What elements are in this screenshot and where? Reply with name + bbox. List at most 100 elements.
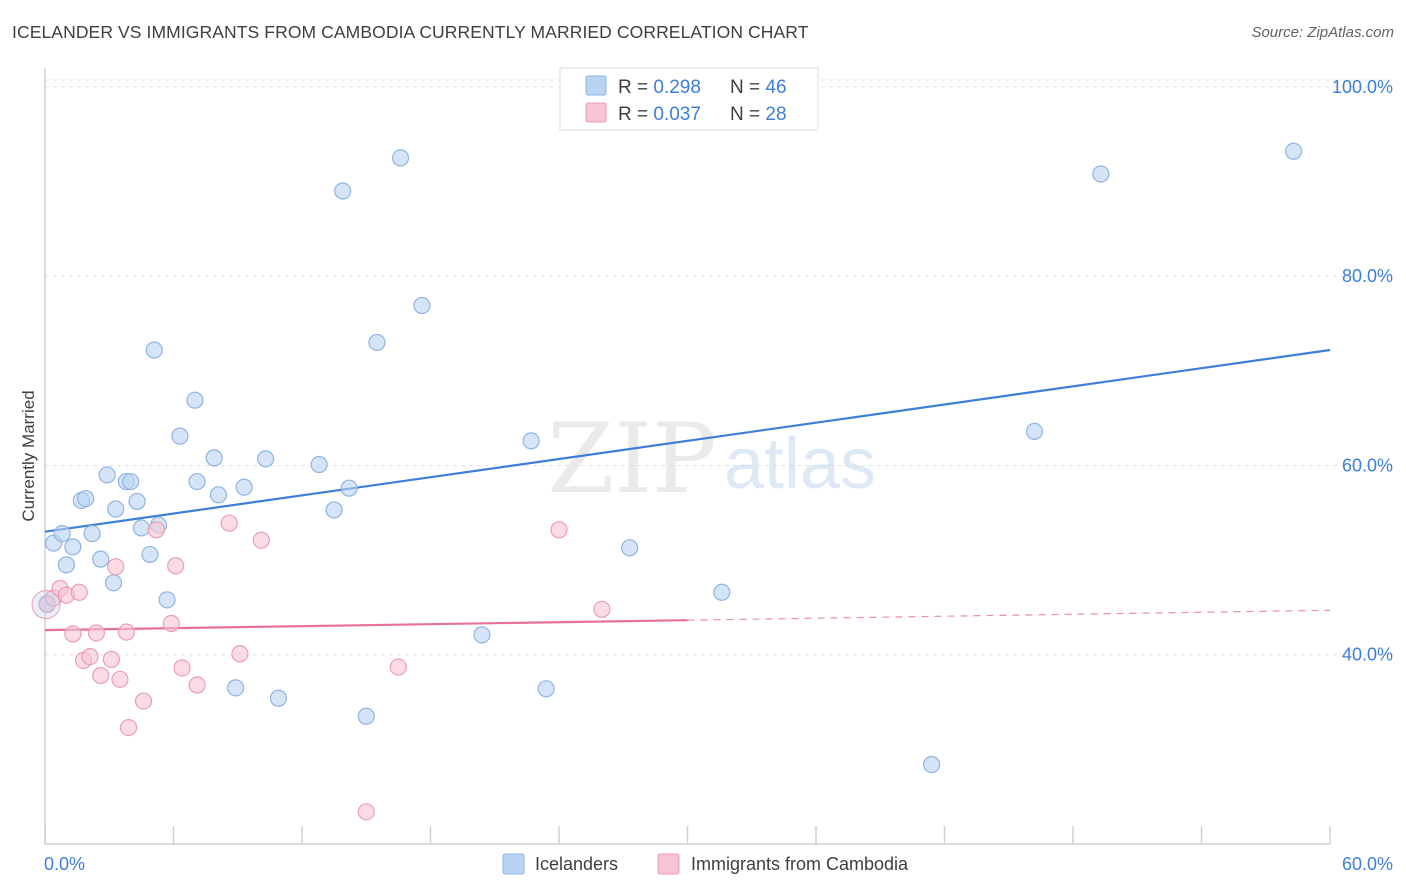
cambodia-point-11 — [102, 650, 120, 669]
cambodia-point-5 — [64, 625, 82, 643]
cambodia-point-6 — [70, 583, 88, 601]
watermark: ZIP atlas — [547, 403, 876, 515]
icelander-point-28 — [269, 689, 288, 707]
icelander-point-13 — [122, 472, 140, 491]
source-label: Source: ZipAtlas.com — [1251, 24, 1394, 41]
bottom-legend-swatch-icelanders — [502, 853, 525, 875]
cambodia-point-23 — [231, 645, 249, 663]
icelander-point-27 — [256, 450, 275, 468]
icelander-point-3 — [57, 556, 76, 574]
icelander-point-42 — [923, 755, 941, 774]
cambodia-point-18 — [162, 614, 180, 633]
icelander-point-44 — [1092, 165, 1110, 183]
cluster-point — [31, 590, 61, 620]
y-tick-label-60: 60.0% — [1342, 455, 1393, 475]
legend-n-value-1: 46 — [765, 77, 786, 98]
icelander-point-37 — [473, 626, 491, 644]
icelander-point-14 — [128, 492, 146, 511]
icelander-point-41 — [713, 583, 731, 601]
legend-r-value-1: 0.298 — [653, 77, 701, 98]
cambodia-point-22 — [220, 514, 238, 532]
icelander-point-7 — [83, 524, 101, 543]
icelander-point-31 — [334, 182, 352, 200]
trend-line-2-extension — [687, 609, 1331, 621]
icelander-point-39 — [537, 680, 555, 698]
svg-text:R = 0.298: R = 0.298 — [618, 77, 701, 98]
legend-r-value-2: 0.037 — [653, 104, 701, 125]
icelander-point-11 — [107, 500, 125, 518]
icelander-point-9 — [98, 466, 116, 484]
cambodia-point-20 — [173, 659, 191, 677]
icelander-point-15 — [132, 519, 150, 537]
cambodia-point-12 — [107, 558, 125, 576]
cambodia-point-28 — [593, 600, 611, 618]
icelander-point-24 — [209, 486, 228, 504]
trend-lines — [44, 348, 1331, 632]
y-tick-label-100: 100.0% — [1332, 77, 1393, 97]
icelander-point-21 — [186, 391, 204, 409]
icelander-point-25 — [227, 679, 245, 697]
chart-title: ICELANDER VS IMMIGRANTS FROM CAMBODIA CU… — [12, 22, 809, 42]
icelander-point-29 — [310, 455, 328, 474]
cambodia-point-26 — [389, 658, 407, 676]
svg-text:N = 46: N = 46 — [730, 77, 787, 98]
cambodia-point-13 — [111, 670, 129, 688]
bottom-legend-icelanders: Icelanders — [535, 854, 618, 874]
y-axis-label: Currently Married — [19, 390, 38, 521]
icelander-point-35 — [391, 149, 410, 167]
legend-n-label-2: N = — [730, 104, 765, 125]
icelander-point-16 — [141, 545, 159, 564]
bottom-legend-swatch-cambodia — [657, 853, 680, 875]
icelander-point-30 — [325, 501, 343, 519]
legend-r-label-2: R = — [618, 104, 653, 125]
cambodia-point-19 — [167, 557, 185, 575]
legend-n-label-1: N = — [730, 77, 765, 98]
icelander-point-6 — [77, 489, 95, 508]
axes — [44, 68, 1331, 845]
legend-r-label-1: R = — [618, 77, 653, 98]
cambodia-point-10 — [92, 666, 110, 685]
cambodia-point-24 — [252, 531, 270, 549]
icelander-point-17 — [145, 341, 163, 359]
icelander-point-4 — [64, 538, 82, 556]
icelander-point-22 — [188, 472, 206, 491]
legend-swatch-cambodia — [585, 102, 607, 123]
icelander-point-26 — [235, 478, 253, 496]
trend-line-2 — [44, 619, 688, 632]
cambodia-point-16 — [134, 692, 153, 710]
y-tick-label-80: 80.0% — [1342, 266, 1393, 286]
icelander-point-40 — [621, 539, 639, 557]
cambodia-point-14 — [117, 623, 135, 641]
icelander-point-8 — [92, 550, 110, 568]
icelander-point-34 — [368, 333, 386, 352]
data-points — [31, 142, 1303, 821]
icelander-point-43 — [1025, 422, 1044, 440]
svg-text:N = 28: N = 28 — [730, 104, 787, 125]
icelander-point-36 — [413, 296, 431, 315]
icelander-point-10 — [104, 574, 123, 592]
cambodia-point-27 — [550, 521, 568, 539]
x-tick-label-0: 0.0% — [44, 854, 85, 874]
series-legend: Icelanders Immigrants from Cambodia — [502, 853, 909, 875]
watermark-atlas: atlas — [724, 424, 876, 504]
icelander-point-33 — [357, 707, 375, 725]
icelander-point-38 — [522, 432, 540, 450]
legend-n-value-2: 28 — [765, 104, 786, 125]
watermark-zip: ZIP — [547, 403, 716, 515]
cambodia-point-9 — [87, 624, 106, 642]
stats-legend: R = 0.298 N = 46 R = 0.037 N = 28 — [559, 67, 819, 131]
tick-labels: 40.0% 60.0% 80.0% 100.0% 0.0% 60.0% — [44, 77, 1393, 874]
icelander-point-23 — [205, 449, 223, 467]
grid-lines — [45, 79, 1392, 656]
icelander-point-2 — [53, 524, 71, 543]
svg-text:R = 0.037: R = 0.037 — [618, 104, 701, 125]
cambodia-point-17 — [147, 521, 165, 539]
y-tick-label-40: 40.0% — [1342, 645, 1393, 665]
cambodia-point-15 — [119, 718, 138, 737]
cambodia-point-21 — [188, 676, 206, 694]
cambodia-point-25 — [357, 803, 375, 821]
x-tick-label-60: 60.0% — [1342, 854, 1393, 874]
icelander-point-20 — [171, 427, 189, 445]
legend-swatch-icelanders — [585, 75, 607, 96]
